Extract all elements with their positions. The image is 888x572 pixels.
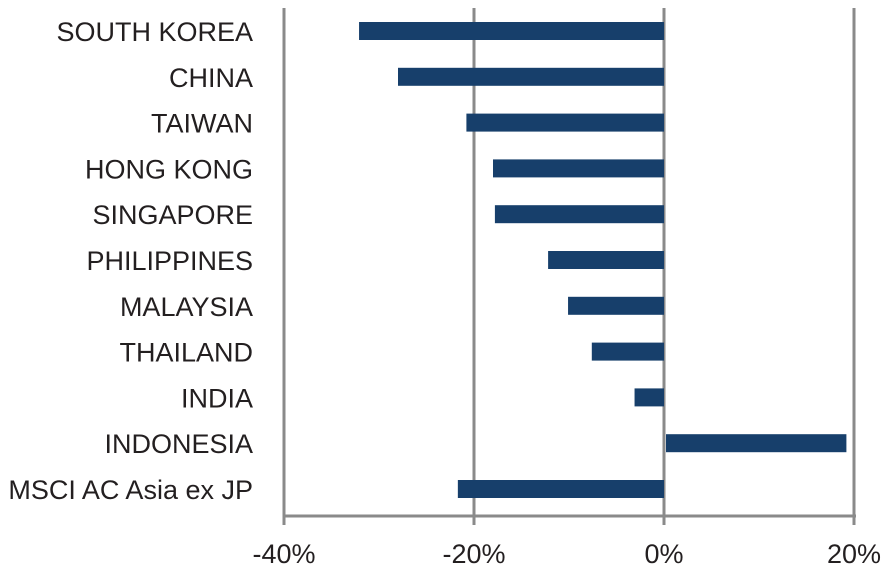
x-axis: -40% -20% 0% 20%	[252, 514, 881, 569]
bar	[466, 113, 664, 132]
category-label: PHILIPPINES	[86, 246, 253, 276]
category-label: HONG KONG	[85, 154, 253, 184]
category-label: MALAYSIA	[120, 292, 253, 322]
bar	[493, 159, 664, 178]
category-label: SINGAPORE	[92, 200, 253, 230]
bar	[398, 67, 664, 86]
x-tick-label: 20%	[827, 539, 881, 569]
bars	[359, 22, 847, 498]
bar	[568, 296, 664, 315]
x-tick-label: 0%	[644, 539, 683, 569]
bar	[494, 205, 664, 224]
bar	[359, 22, 664, 40]
category-label: CHINA	[169, 63, 253, 93]
bar	[548, 251, 664, 269]
x-tick-label: -20%	[442, 539, 505, 569]
category-label: INDIA	[181, 383, 253, 413]
bar	[457, 480, 664, 498]
bar	[591, 342, 664, 361]
category-labels: SOUTH KOREA CHINA TAIWAN HONG KONG SINGAPORE…	[8, 17, 253, 505]
category-label: SOUTH KOREA	[56, 17, 253, 47]
category-label: TAIWAN	[151, 109, 253, 139]
category-label: THAILAND	[119, 338, 253, 368]
category-label: INDONESIA	[104, 429, 253, 459]
category-label: MSCI AC Asia ex JP	[8, 475, 253, 505]
bar	[666, 434, 847, 453]
bar	[634, 388, 664, 407]
x-tick-label: -40%	[252, 539, 315, 569]
